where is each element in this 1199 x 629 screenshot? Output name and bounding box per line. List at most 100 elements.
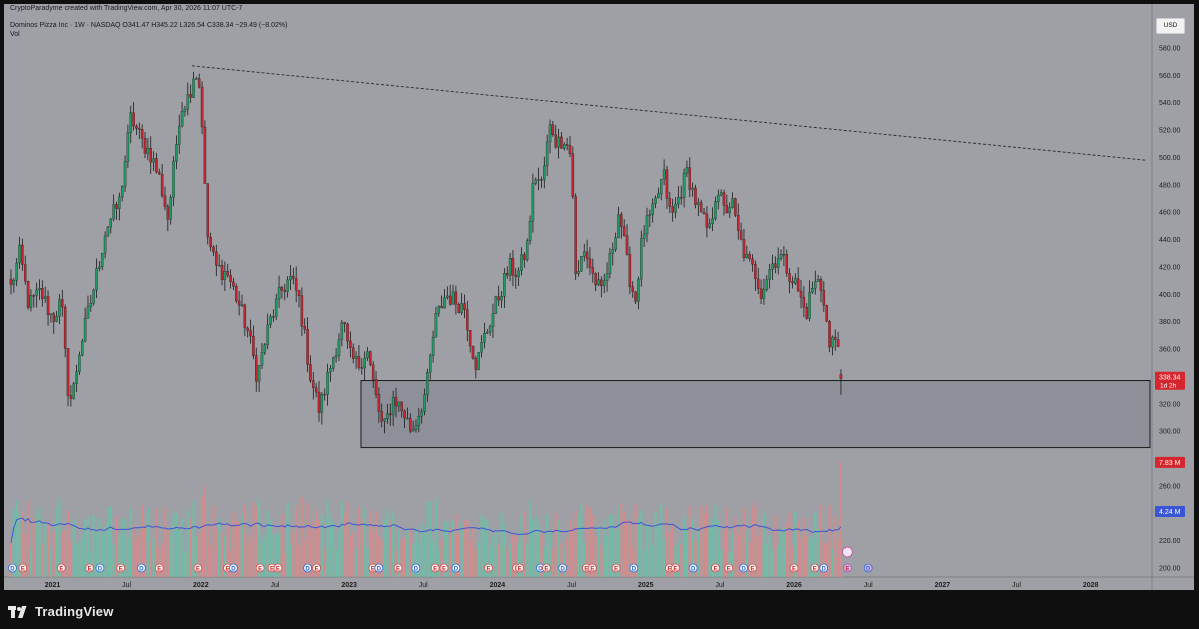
candle-body <box>739 230 743 240</box>
volume-bar <box>489 546 492 577</box>
earnings-marker[interactable]: E <box>439 563 449 573</box>
dividend-marker[interactable]: D <box>451 563 461 573</box>
earnings-marker[interactable]: E <box>711 563 720 573</box>
dividend-marker[interactable]: D <box>558 563 568 573</box>
volume-bar <box>748 542 751 577</box>
volume-bar <box>782 527 785 577</box>
earnings-marker[interactable]: E <box>671 563 680 573</box>
volume-bar <box>349 536 352 577</box>
candle-body <box>35 289 38 296</box>
dividend-marker[interactable]: D <box>629 563 639 573</box>
candle-body <box>434 313 438 338</box>
earnings-marker[interactable]: E <box>154 563 164 573</box>
earnings-marker[interactable]: E <box>193 563 203 573</box>
price-tick-label: 440.00 <box>1159 237 1181 244</box>
volume-bar <box>49 548 52 577</box>
earnings-marker[interactable]: E <box>724 563 734 573</box>
marker-circle <box>95 563 105 573</box>
dividend-marker[interactable]: D <box>411 563 421 573</box>
volume-bar <box>805 535 808 577</box>
candle-body <box>72 383 75 399</box>
volume-bar <box>483 518 486 577</box>
candle-body <box>565 144 569 146</box>
time-tick-label: Jul <box>567 582 576 589</box>
candle-body <box>61 299 64 308</box>
dividend-marker[interactable]: D <box>688 563 698 573</box>
dividend-marker[interactable]: D <box>819 563 829 573</box>
earnings-marker[interactable]: E <box>484 563 493 573</box>
volume-bar <box>523 511 526 577</box>
earnings-marker[interactable]: E <box>541 563 551 573</box>
price-chart[interactable]: 580.00 560.00 540.00 520.00 500.00 480.00 460.… <box>0 0 1199 592</box>
candle-body <box>836 339 840 347</box>
dividend-marker[interactable]: D <box>8 563 17 573</box>
earnings-marker[interactable]: E <box>843 563 852 573</box>
dividend-marker[interactable]: D <box>863 563 873 573</box>
earnings-marker[interactable]: E <box>748 563 757 573</box>
earnings-marker[interactable]: E <box>789 563 799 573</box>
currency-button[interactable]: USD <box>1156 18 1185 34</box>
marker-circle <box>154 563 164 573</box>
candle-body <box>537 179 540 181</box>
candle-body <box>694 187 697 205</box>
candle-body <box>252 335 255 356</box>
last-price-tag <box>1155 371 1185 390</box>
earnings-marker[interactable]: E <box>267 563 277 573</box>
price-tick-label: 420.00 <box>1159 264 1181 271</box>
earnings-marker[interactable]: E <box>273 563 283 573</box>
marker-circle <box>193 563 203 573</box>
candle-body <box>585 251 589 260</box>
earnings-marker[interactable]: E <box>515 563 525 573</box>
dividend-marker[interactable]: D <box>374 563 384 573</box>
earnings-marker[interactable]: E <box>393 563 403 573</box>
candle-body <box>283 289 287 292</box>
earnings-marker[interactable]: E <box>587 563 597 573</box>
candle-body <box>514 274 518 277</box>
candle-body <box>528 220 532 242</box>
earnings-marker[interactable]: E <box>810 563 820 573</box>
volume-bar <box>528 500 532 577</box>
volume-bar <box>637 518 640 577</box>
earnings-marker[interactable]: E <box>312 563 321 573</box>
earnings-marker[interactable]: E <box>255 563 265 573</box>
time-tick-label: Jul <box>122 582 131 589</box>
earnings-marker[interactable]: E <box>85 563 94 573</box>
candle-body <box>679 197 683 199</box>
volume-bar <box>674 546 677 577</box>
earnings-marker[interactable]: E <box>611 563 621 573</box>
dividend-marker[interactable]: D <box>137 563 146 573</box>
candle-body <box>169 197 172 220</box>
dividend-marker[interactable]: D <box>95 563 105 573</box>
price-tick-label: 320.00 <box>1159 401 1181 408</box>
marker-letter: D <box>632 567 637 573</box>
volume-bar <box>520 515 523 577</box>
volume-bar <box>41 543 44 577</box>
dividend-marker[interactable]: D <box>739 563 749 573</box>
support-zone-rectangle[interactable] <box>360 380 1151 449</box>
volume-bar <box>631 547 634 577</box>
candle-body <box>734 198 737 216</box>
footer-bar: TradingView <box>0 592 1199 629</box>
brand-name: TradingView <box>35 604 114 619</box>
tradingview-logo-icon <box>8 605 30 619</box>
candle-body <box>149 148 152 163</box>
dividend-marker[interactable]: D <box>229 563 238 573</box>
volume-bar <box>337 529 341 577</box>
tradingview-logo[interactable]: TradingView <box>8 604 114 619</box>
candle-body <box>274 298 278 317</box>
candle-body <box>112 204 115 220</box>
volume-bar <box>657 524 660 577</box>
volume-bar <box>677 541 680 577</box>
volume-bar <box>335 549 338 577</box>
earnings-marker[interactable]: E <box>430 563 440 573</box>
earnings-marker[interactable]: E <box>18 563 28 573</box>
marker-circle <box>374 563 384 573</box>
marker-circle <box>439 563 449 573</box>
earnings-marker[interactable]: E <box>116 563 126 573</box>
candle-body <box>420 411 423 417</box>
volume-bar <box>161 542 164 577</box>
dividend-marker[interactable]: D <box>303 563 312 573</box>
event-flag-icon[interactable] <box>841 546 853 558</box>
earnings-marker[interactable]: E <box>56 563 66 573</box>
volume-bar <box>366 547 369 577</box>
